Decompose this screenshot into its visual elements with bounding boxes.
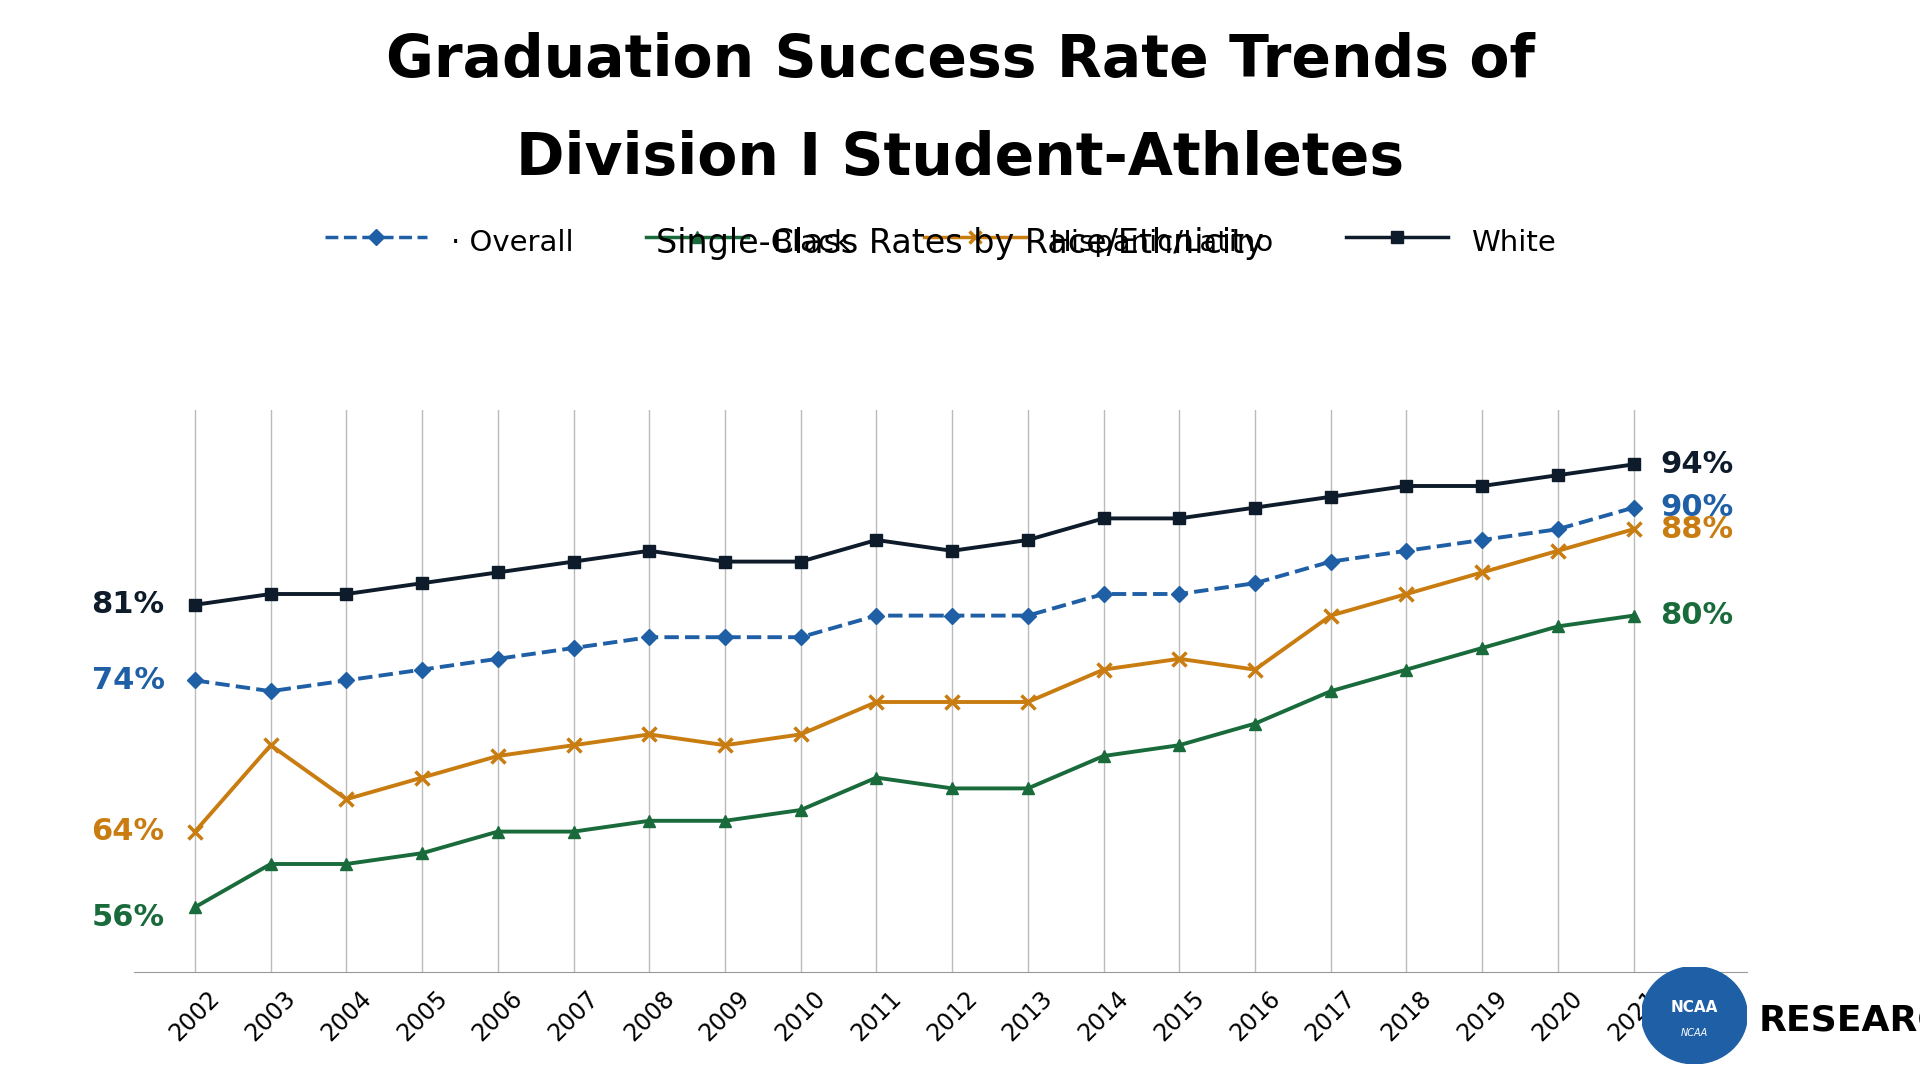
Text: 56%: 56% [92,904,165,932]
Text: NCAA: NCAA [1680,1028,1709,1038]
Legend: · Overall, Black, Hispanic/Latino, White: · Overall, Black, Hispanic/Latino, White [313,212,1569,270]
Text: 74%: 74% [92,666,165,694]
Text: 64%: 64% [92,818,165,846]
Text: 94%: 94% [1661,450,1734,478]
Text: Division I Student-Athletes: Division I Student-Athletes [516,130,1404,187]
Text: Single-Class Rates by Race/Ethnicity: Single-Class Rates by Race/Ethnicity [657,227,1263,260]
Circle shape [1642,967,1747,1064]
Text: NCAA: NCAA [1670,1000,1718,1015]
Text: 88%: 88% [1661,515,1734,543]
Text: Graduation Success Rate Trends of: Graduation Success Rate Trends of [386,32,1534,90]
Text: RESEARCH: RESEARCH [1759,1003,1920,1038]
Text: 80%: 80% [1661,602,1734,630]
Text: 81%: 81% [92,591,165,619]
Text: 90%: 90% [1661,494,1734,522]
